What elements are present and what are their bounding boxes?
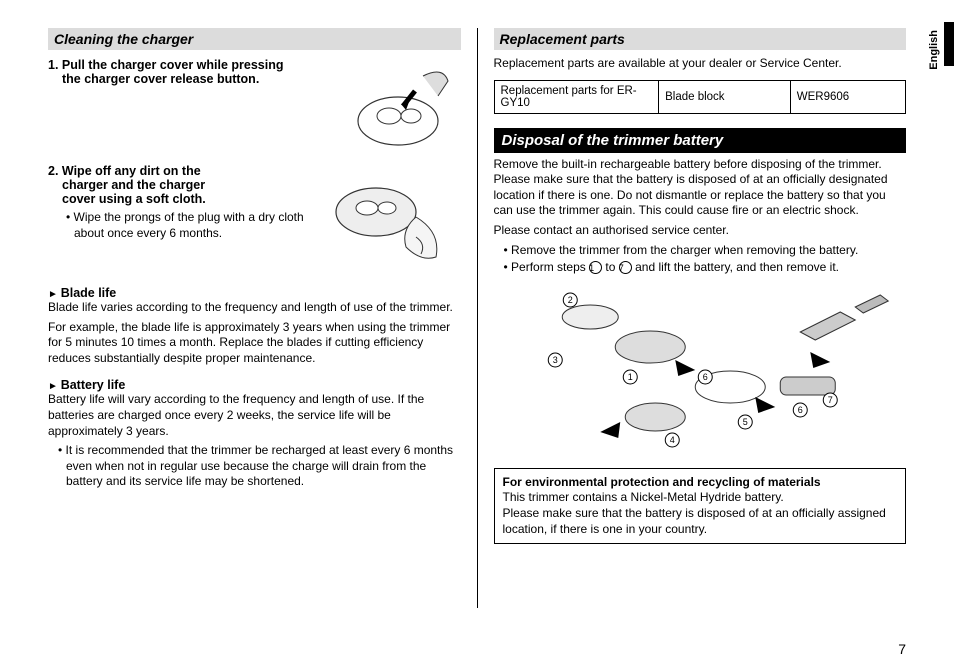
disassembly-illustration: 2 3 1 6 4 5 6 7 (494, 282, 907, 452)
env-p1: This trimmer contains a Nickel-Metal Hyd… (503, 490, 898, 506)
step-2-line3: cover using a soft cloth. (48, 192, 313, 206)
table-row: Replacement parts for ER-GY10 Blade bloc… (494, 80, 906, 113)
env-title: For environmental protection and recycli… (503, 475, 898, 491)
svg-text:5: 5 (742, 417, 747, 427)
svg-text:2: 2 (567, 295, 572, 305)
step-1-row: 1. Pull the charger cover while pressing… (48, 56, 461, 156)
svg-text:6: 6 (702, 372, 707, 382)
environmental-notice-box: For environmental protection and recycli… (494, 468, 907, 544)
left-column: Cleaning the charger 1. Pull the charger… (48, 28, 461, 608)
step-1-line1: 1. Pull the charger cover while pressing (48, 58, 284, 72)
svg-text:1: 1 (627, 372, 632, 382)
step-2-bullet: Wipe the prongs of the plug with a dry c… (48, 210, 313, 241)
step-2-text: 2. Wipe off any dirt on the charger and … (48, 164, 313, 206)
replacement-parts-header: Replacement parts (494, 28, 907, 50)
disposal-p2: Please contact an authorised service cen… (494, 223, 907, 239)
blade-life-p1: Blade life varies according to the frequ… (48, 300, 461, 316)
table-cell-model: Replacement parts for ER-GY10 (494, 80, 659, 113)
right-column: Replacement parts Replacement parts are … (494, 28, 907, 608)
svg-text:7: 7 (827, 395, 832, 405)
blade-life-p2: For example, the blade life is approxima… (48, 320, 461, 367)
step-2-row: 2. Wipe off any dirt on the charger and … (48, 162, 461, 272)
disposal-p1: Remove the built-in rechargeable battery… (494, 157, 907, 219)
battery-life-bullet: It is recommended that the trimmer be re… (48, 443, 461, 490)
svg-text:4: 4 (669, 435, 674, 445)
step-circle-first: 1 (589, 261, 602, 274)
disposal-b2c: and lift the battery, and then remove it… (632, 260, 839, 274)
replacement-parts-intro: Replacement parts are available at your … (494, 56, 907, 72)
disposal-b2b: to (602, 260, 619, 274)
svg-text:3: 3 (552, 355, 557, 365)
step-circle-last: 7 (619, 261, 632, 274)
charger-cover-illustration (343, 56, 461, 156)
step-1-line2: the charger cover release button. (48, 72, 335, 86)
step-2-line2: charger and the charger (48, 178, 313, 192)
column-divider (477, 28, 478, 608)
disposal-bullet-2: Perform steps 1 to 7 and lift the batter… (494, 260, 907, 276)
step-1-text: 1. Pull the charger cover while pressing… (48, 58, 335, 86)
table-cell-code: WER9606 (790, 80, 905, 113)
env-p2: Please make sure that the battery is dis… (503, 506, 898, 537)
disposal-header: Disposal of the trimmer battery (494, 128, 907, 153)
blade-life-heading: Blade life (48, 286, 461, 300)
disposal-bullet-1: Remove the trimmer from the charger when… (494, 243, 907, 259)
svg-text:6: 6 (797, 405, 802, 415)
edge-tab (944, 22, 954, 66)
language-label: English (928, 30, 940, 70)
table-cell-part: Blade block (659, 80, 791, 113)
replacement-parts-table: Replacement parts for ER-GY10 Blade bloc… (494, 80, 907, 114)
disposal-b2a: Perform steps (511, 260, 589, 274)
page-number: 7 (898, 641, 906, 657)
step-2-line1: 2. Wipe off any dirt on the (48, 164, 201, 178)
battery-life-p1: Battery life will vary according to the … (48, 392, 461, 439)
cleaning-charger-header: Cleaning the charger (48, 28, 461, 50)
wipe-illustration (321, 162, 461, 272)
two-column-layout: Cleaning the charger 1. Pull the charger… (48, 28, 906, 608)
battery-life-heading: Battery life (48, 378, 461, 392)
